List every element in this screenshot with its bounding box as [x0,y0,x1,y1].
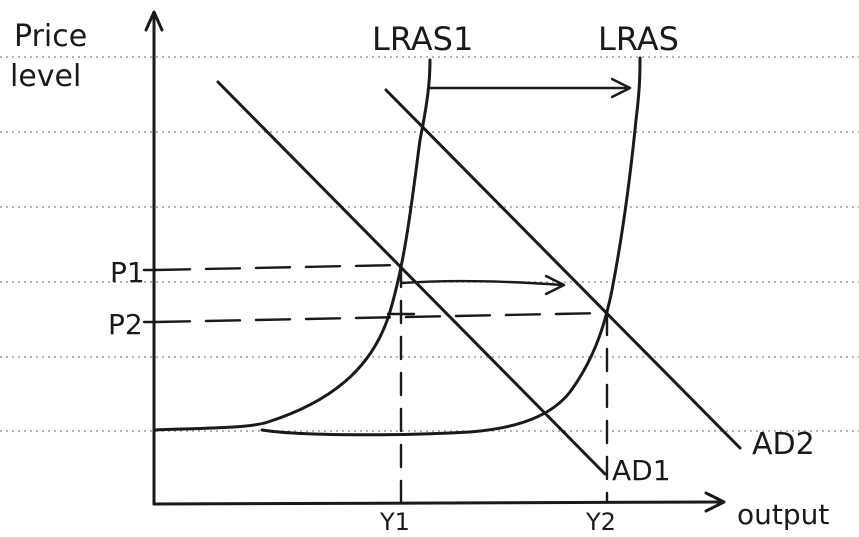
y2-label: Y2 [585,508,616,536]
y1-label: Y1 [379,508,410,536]
lras2-label: LRAS [598,20,679,58]
ad2-line [384,88,742,450]
x-axis-arrow [704,491,726,513]
y-axis-label-line1: Price [14,19,87,54]
y-axis-label-line2: level [10,59,81,94]
p1-dashed-line [154,263,402,272]
x-axis-label: output [737,498,829,531]
p2-label: P2 [108,308,143,341]
x-axis [152,500,724,506]
ad2-label: AD2 [752,427,815,462]
p2-dashed-line [154,311,608,324]
axes [144,10,726,513]
lras1-label: LRAS1 [372,20,473,58]
p1-label: P1 [110,256,145,289]
lras1-curve [152,58,432,432]
ad1-label: AD1 [612,454,671,487]
ad1-line [216,80,607,476]
ad-shift-arrow [400,274,566,296]
y-axis-arrow [144,10,164,32]
lras-shift-arrow [428,77,632,99]
notebook-lines [0,56,859,432]
lras2-curve [260,56,642,437]
